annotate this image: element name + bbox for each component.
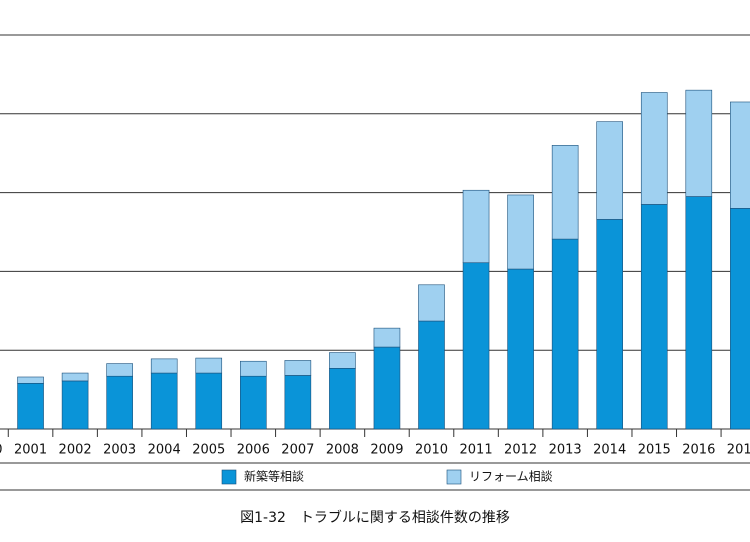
bar-segment	[462, 262, 490, 430]
bar-segment	[329, 352, 356, 369]
bar-segment	[240, 375, 267, 430]
x-tick-label: 2002	[59, 443, 92, 458]
bar-segment	[418, 320, 445, 430]
x-tick-label: 2005	[192, 443, 225, 458]
bar-segment	[685, 196, 713, 430]
bar-segment	[150, 372, 178, 430]
bar-segment	[329, 368, 356, 430]
bar-segment	[240, 360, 267, 377]
x-tick-label: 2017	[727, 443, 750, 458]
x-tick-label: 2006	[237, 443, 270, 458]
x-tick-label: 2008	[326, 443, 359, 458]
x-tick-label: 2001	[14, 443, 47, 458]
x-tick-label: 2013	[549, 443, 582, 458]
bar-segment	[284, 375, 312, 430]
x-tick-label: 2000	[0, 443, 3, 458]
bar-segment	[507, 194, 534, 270]
bar-segment	[730, 208, 750, 430]
x-tick-label: 2016	[682, 443, 715, 458]
bar-segment	[195, 357, 223, 374]
bar-segment	[373, 346, 401, 430]
bar-segment	[17, 376, 44, 384]
bar-segment	[596, 219, 624, 430]
x-tick-label: 2011	[460, 443, 493, 458]
x-tick-label: 2007	[281, 443, 314, 458]
x-tick-label: 2010	[415, 443, 448, 458]
bar-segment	[195, 372, 223, 430]
x-tick-label: 2012	[504, 443, 537, 458]
bar-segment	[150, 358, 178, 374]
x-tick-label: 2004	[148, 443, 181, 458]
bar-segment	[61, 372, 89, 382]
bar-segment	[640, 204, 668, 430]
bar-segment	[551, 238, 579, 430]
bar-segment	[685, 89, 713, 197]
legend-swatch	[446, 469, 462, 485]
x-tick-label: 2014	[593, 443, 626, 458]
legend-label: リフォーム相談	[469, 469, 553, 484]
bar-segment	[17, 382, 44, 430]
bar-segment	[373, 327, 401, 348]
bar-segment	[61, 380, 89, 430]
x-tick-label: 2009	[370, 443, 403, 458]
bar-segment	[640, 92, 668, 205]
bar-segment	[284, 360, 312, 376]
bar-segment	[106, 375, 133, 430]
chart-title: 図1-32 トラブルに関する相談件数の推移	[240, 509, 510, 526]
legend-label: 新築等相談	[244, 469, 304, 484]
bar-segment	[418, 284, 445, 322]
bar-segment	[462, 189, 490, 264]
bar-segment	[507, 268, 534, 430]
bar-segment	[596, 121, 624, 220]
bar-segment	[106, 363, 133, 377]
bar-segment	[551, 145, 579, 240]
bar-segment	[730, 101, 750, 209]
x-tick-label: 2015	[638, 443, 671, 458]
x-tick-label: 2003	[103, 443, 136, 458]
legend-swatch	[221, 469, 237, 485]
